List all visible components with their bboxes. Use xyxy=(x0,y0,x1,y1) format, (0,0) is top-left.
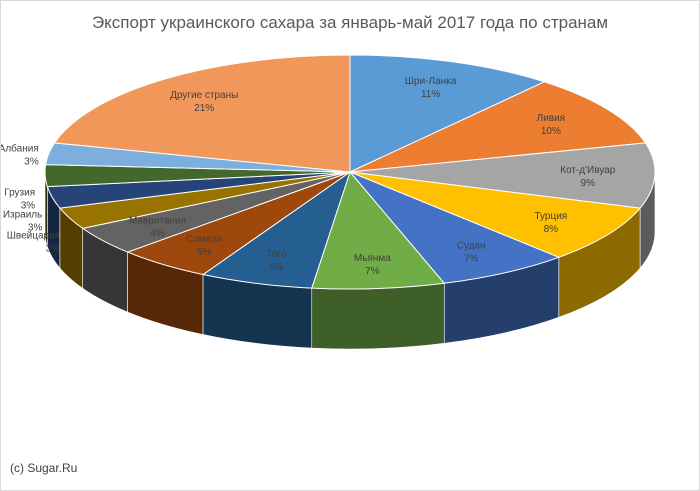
pie-slice xyxy=(349,81,647,173)
slice-percent: 7% xyxy=(464,254,479,265)
slice-label: Грузия xyxy=(4,188,35,199)
slice-percent: 11% xyxy=(421,89,440,100)
slice-percent: 10% xyxy=(541,126,561,137)
slice-percent: 9% xyxy=(581,178,596,189)
slice-percent: 21% xyxy=(194,103,214,114)
pie-slice xyxy=(349,171,561,284)
slice-label: Кот-д'Ивуар xyxy=(560,165,616,176)
slice-percent: 6% xyxy=(269,262,284,273)
slice-side xyxy=(311,282,445,350)
pie-slice xyxy=(349,54,546,173)
pie-sides xyxy=(44,171,656,350)
slice-percent: 3% xyxy=(24,157,39,168)
pie-slice xyxy=(349,171,642,258)
slice-label: Мьянма xyxy=(354,253,391,264)
pie-slice xyxy=(53,54,351,173)
pie-top xyxy=(44,54,656,290)
slice-percent: 5% xyxy=(197,247,212,258)
slice-percent: 7% xyxy=(365,266,380,277)
slice-label: Судан xyxy=(457,241,486,252)
slice-percent: 3% xyxy=(28,223,43,234)
slice-label: Мавритания xyxy=(129,216,186,227)
pie-slice xyxy=(311,170,446,290)
pie-labels: Шри-Ланка 11% Ливия 10% Кот-д'Ивуар 9% Турция 8… xyxy=(1,76,616,277)
credit-text: (c) Sugar.Ru xyxy=(10,461,78,475)
pie-slice xyxy=(349,142,656,209)
chart-title: Экспорт украинского сахара за январь-май… xyxy=(91,13,609,32)
slice-label: Албания xyxy=(1,143,39,155)
slice-label: Израиль xyxy=(3,210,43,221)
slice-percent: 3% xyxy=(46,243,61,254)
slice-label: Другие страны xyxy=(170,90,238,101)
slice-label: Швейцария xyxy=(7,230,60,241)
slice-label: Того xyxy=(267,249,287,260)
slice-label: Сомали xyxy=(186,234,223,245)
slice-percent: 4% xyxy=(150,229,165,240)
slice-label: Турция xyxy=(534,211,567,222)
slice-label: Ливия xyxy=(537,113,565,124)
slice-label: Шри-Ланка xyxy=(405,76,457,87)
slice-percent: 3% xyxy=(21,201,36,212)
slice-percent: 8% xyxy=(544,224,559,235)
